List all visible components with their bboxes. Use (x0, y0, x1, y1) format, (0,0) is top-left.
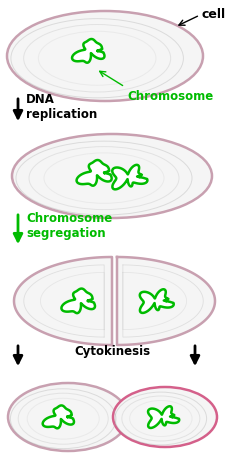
Ellipse shape (8, 383, 128, 451)
Text: cell: cell (202, 7, 225, 21)
Polygon shape (14, 257, 112, 345)
Polygon shape (76, 161, 112, 186)
Polygon shape (72, 40, 104, 64)
Text: Chromosome: Chromosome (127, 90, 213, 103)
Ellipse shape (113, 387, 217, 447)
Ellipse shape (12, 134, 212, 218)
Polygon shape (112, 166, 147, 190)
Text: DNA
replication: DNA replication (26, 93, 97, 121)
Ellipse shape (7, 12, 203, 102)
Polygon shape (61, 289, 95, 313)
Polygon shape (148, 406, 179, 428)
Text: Chromosome
segregation: Chromosome segregation (26, 212, 112, 240)
Text: Cytokinesis: Cytokinesis (74, 345, 150, 358)
Polygon shape (117, 257, 215, 345)
Polygon shape (140, 290, 174, 313)
Polygon shape (43, 406, 74, 428)
